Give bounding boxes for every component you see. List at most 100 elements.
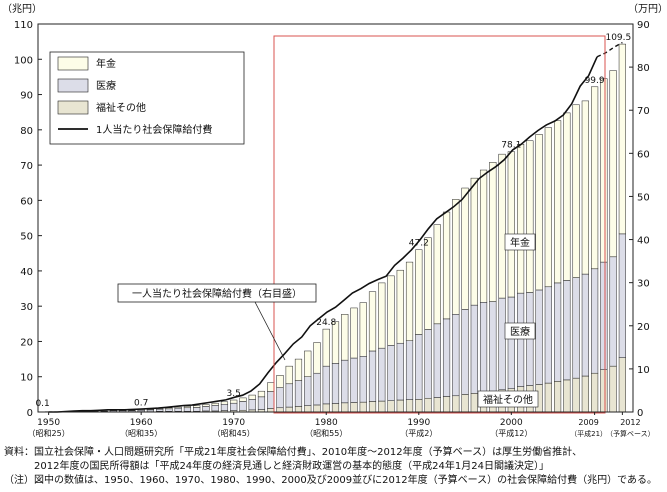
bar-pension: [341, 314, 349, 361]
bar-pension: [239, 397, 247, 402]
y-tick-label: 110: [14, 20, 33, 31]
bar-pension: [424, 237, 432, 330]
x-tick-era: （昭和25）: [28, 429, 70, 438]
bar-medical: [415, 334, 423, 400]
bar-pension: [489, 162, 497, 302]
bar-medical: [257, 396, 266, 410]
bar-welfare: [563, 379, 571, 413]
y-tick-label: 100: [14, 55, 33, 66]
bar-welfare: [359, 401, 367, 413]
y2-tick-label: 10: [637, 365, 650, 376]
x-tick-year: 1970: [222, 418, 245, 428]
bar-medical: [544, 286, 552, 384]
per-capita-line-actual: [48, 56, 598, 413]
bar-pension: [183, 406, 192, 409]
bar-pension: [211, 402, 219, 406]
bar-pension: [396, 269, 404, 344]
y-tick-label: 90: [20, 91, 33, 102]
x-tick-era: （平成21）: [570, 429, 607, 438]
value-label: 78.1: [501, 141, 521, 151]
inline-label-box: [504, 322, 536, 340]
bar-welfare: [368, 401, 377, 413]
y-tick-label: 10: [20, 373, 33, 384]
y-tick-label: 0: [27, 408, 33, 419]
bar-medical: [609, 256, 617, 367]
bar-medical: [146, 409, 155, 412]
x-tick-era: （予算ベース）: [606, 429, 655, 438]
callout-box: [117, 283, 317, 303]
bar-welfare: [591, 372, 599, 413]
bar-pension: [322, 328, 330, 367]
bar-pension: [331, 321, 340, 364]
note-line: 図中の数値は、1950、1960、1970、1980、1990、2000及び20…: [34, 475, 657, 486]
inline-label-text: 福祉その他: [483, 393, 533, 406]
y-tick-label: 70: [20, 161, 33, 172]
bar-medical: [516, 292, 525, 387]
bar-medical: [230, 402, 238, 411]
bar-medical: [535, 289, 543, 385]
bar-medical: [378, 347, 386, 402]
bar-pension: [405, 261, 414, 341]
y2-tick-label: 60: [637, 149, 650, 160]
bar-pension: [526, 140, 534, 293]
bar-medical: [396, 342, 404, 401]
bar-medical: [193, 407, 201, 412]
bar-medical: [405, 340, 414, 400]
bar-medical: [304, 376, 312, 406]
bar-pension: [220, 401, 229, 405]
axis-labels: 0 10 20 30 40 50 60 70 80 90 100 110 0 10 20 30 40 50 60 70…: [14, 20, 655, 438]
bar-pension: [276, 375, 284, 388]
bar-pension: [202, 404, 210, 407]
bar-welfare: [572, 377, 580, 413]
bar-pension: [415, 249, 423, 335]
inline-label-text: 年金: [510, 236, 530, 249]
bar-welfare: [387, 400, 395, 413]
x-tick-year: 1980: [315, 418, 338, 428]
bar-pension: [433, 224, 441, 325]
bar-medical: [433, 323, 441, 398]
bar-pension: [479, 169, 488, 303]
y-tick-label: 20: [20, 337, 33, 348]
y-tick-label: 80: [20, 126, 33, 137]
bar-medical: [563, 280, 571, 381]
inline-label-box: [504, 233, 536, 251]
callout-text: 一人当たり社会保障給付費（右目盛）: [132, 287, 302, 300]
bar-welfare: [554, 381, 562, 413]
bar-medical: [572, 277, 580, 379]
bar-medical: [618, 233, 626, 358]
bar-welfare: [322, 403, 330, 413]
bar-medical: [220, 403, 229, 411]
bar-medical: [183, 407, 192, 412]
bar-pension: [193, 405, 201, 408]
bar-pension: [387, 275, 395, 346]
bar-pension: [257, 390, 266, 398]
bar-welfare: [461, 394, 469, 413]
bar-medical: [461, 309, 469, 395]
bar-welfare: [452, 395, 460, 413]
bar-medical: [479, 302, 488, 393]
value-label: 109.5: [605, 33, 631, 43]
bar-medical: [581, 273, 589, 377]
bar-pension: [230, 399, 238, 404]
stacked-bars: [45, 43, 626, 413]
legend-label: 1人当たり社会保障給付費: [96, 123, 212, 136]
bar-medical: [442, 318, 451, 397]
bar-medical: [591, 268, 599, 374]
value-label: 0.1: [35, 399, 49, 409]
bar-medical: [341, 359, 349, 404]
bar-pension: [304, 350, 312, 377]
value-label: 99.9: [585, 76, 605, 86]
per-capita-line: [48, 41, 623, 413]
bar-pension: [516, 144, 525, 294]
y2-tick-label: 30: [637, 279, 650, 290]
per-capita-line-projected: [596, 41, 623, 58]
bar-welfare: [424, 397, 432, 413]
bar-medical: [239, 401, 247, 411]
bar-medical: [498, 297, 506, 391]
bar-welfare: [405, 399, 414, 413]
callout-annotation: 一人当たり社会保障給付費（右目盛）: [117, 283, 317, 361]
bar-medical: [554, 282, 562, 382]
legend-label: 医療: [96, 79, 116, 92]
